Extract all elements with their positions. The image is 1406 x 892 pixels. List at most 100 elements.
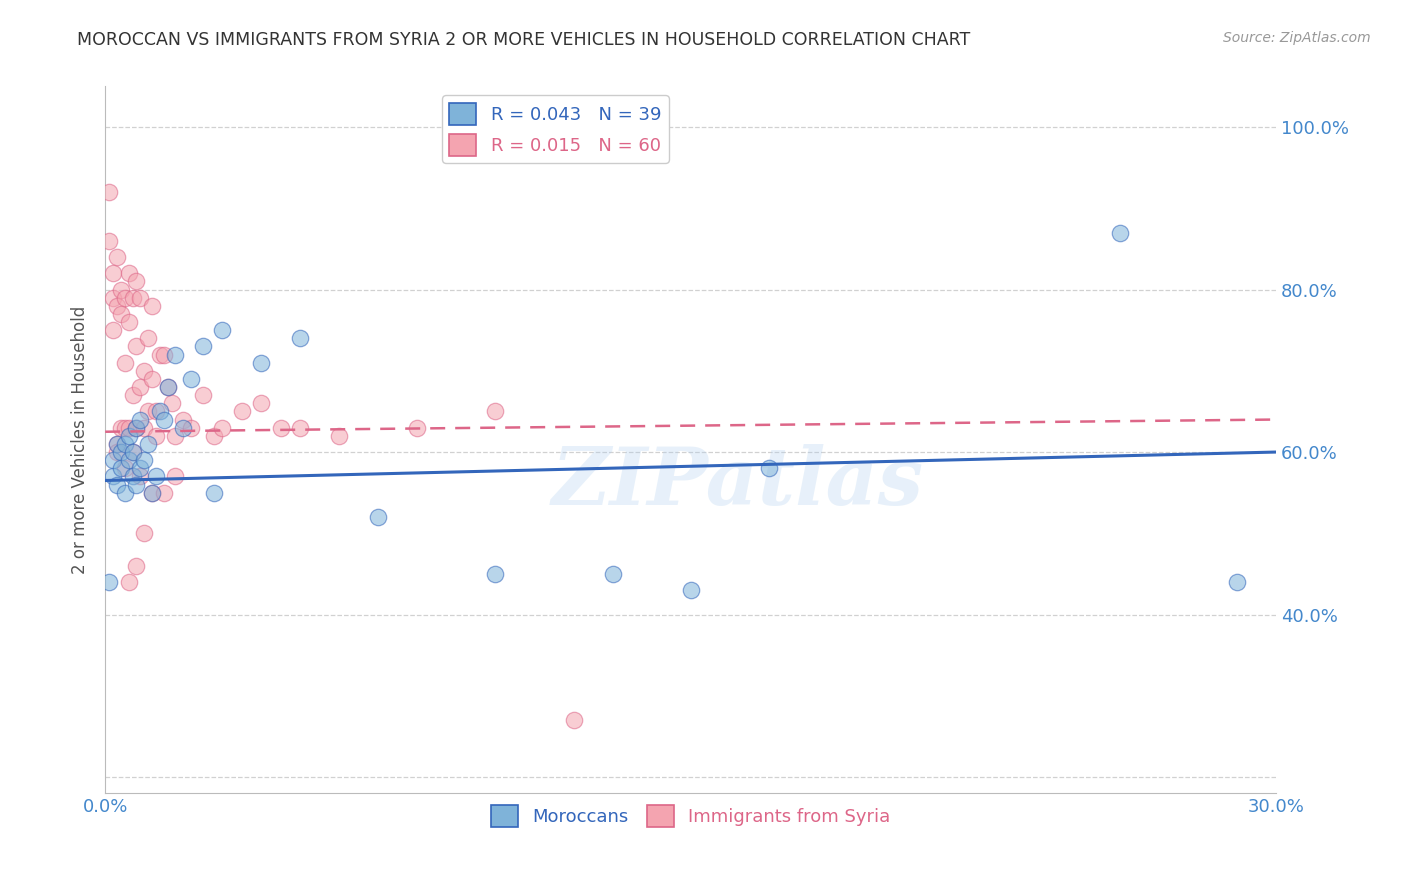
Point	[98, 185, 121, 199]
Point	[117, 315, 139, 329]
Point	[406, 420, 429, 434]
Point	[165, 469, 187, 483]
Point	[101, 323, 124, 337]
Point	[152, 485, 174, 500]
Point	[156, 380, 179, 394]
Point	[165, 347, 187, 361]
Point	[121, 445, 143, 459]
Point	[149, 404, 172, 418]
Text: ZIPatlas: ZIPatlas	[551, 443, 924, 521]
Point	[114, 437, 136, 451]
Point	[129, 380, 152, 394]
Point	[105, 437, 128, 451]
Point	[172, 420, 194, 434]
Point	[129, 412, 152, 426]
Point	[562, 713, 585, 727]
Point	[105, 445, 128, 459]
Point	[134, 364, 156, 378]
Point	[105, 299, 128, 313]
Point	[110, 307, 132, 321]
Point	[98, 575, 121, 590]
Point	[145, 429, 167, 443]
Point	[160, 396, 183, 410]
Point	[136, 331, 159, 345]
Point	[125, 420, 148, 434]
Point	[484, 566, 506, 581]
Point	[141, 372, 163, 386]
Point	[114, 485, 136, 500]
Point	[98, 234, 121, 248]
Point	[602, 566, 624, 581]
Point	[191, 388, 214, 402]
Point	[211, 323, 233, 337]
Point	[101, 469, 124, 483]
Point	[152, 347, 174, 361]
Point	[117, 575, 139, 590]
Point	[121, 445, 143, 459]
Point	[125, 477, 148, 491]
Text: MOROCCAN VS IMMIGRANTS FROM SYRIA 2 OR MORE VEHICLES IN HOUSEHOLD CORRELATION CH: MOROCCAN VS IMMIGRANTS FROM SYRIA 2 OR M…	[77, 31, 970, 49]
Point	[180, 372, 202, 386]
Point	[129, 461, 152, 475]
Point	[117, 266, 139, 280]
Point	[125, 558, 148, 573]
Point	[134, 420, 156, 434]
Point	[290, 420, 312, 434]
Point	[758, 461, 780, 475]
Point	[141, 485, 163, 500]
Point	[105, 437, 128, 451]
Point	[105, 477, 128, 491]
Point	[1108, 226, 1130, 240]
Point	[328, 429, 350, 443]
Point	[141, 485, 163, 500]
Point	[211, 420, 233, 434]
Point	[129, 291, 152, 305]
Point	[117, 453, 139, 467]
Point	[145, 404, 167, 418]
Point	[114, 291, 136, 305]
Point	[180, 420, 202, 434]
Point	[136, 404, 159, 418]
Point	[145, 469, 167, 483]
Point	[134, 453, 156, 467]
Point	[165, 429, 187, 443]
Point	[110, 445, 132, 459]
Point	[121, 291, 143, 305]
Point	[121, 388, 143, 402]
Legend: Moroccans, Immigrants from Syria: Moroccans, Immigrants from Syria	[484, 797, 897, 834]
Point	[110, 420, 132, 434]
Point	[125, 339, 148, 353]
Point	[231, 404, 253, 418]
Point	[117, 420, 139, 434]
Point	[152, 412, 174, 426]
Point	[125, 420, 148, 434]
Point	[484, 404, 506, 418]
Y-axis label: 2 or more Vehicles in Household: 2 or more Vehicles in Household	[72, 306, 89, 574]
Point	[117, 429, 139, 443]
Point	[134, 526, 156, 541]
Point	[679, 583, 702, 598]
Point	[101, 453, 124, 467]
Point	[367, 510, 389, 524]
Point	[110, 283, 132, 297]
Point	[250, 356, 273, 370]
Point	[105, 250, 128, 264]
Point	[1226, 575, 1249, 590]
Point	[114, 356, 136, 370]
Point	[136, 437, 159, 451]
Point	[191, 339, 214, 353]
Point	[156, 380, 179, 394]
Point	[172, 412, 194, 426]
Point	[149, 347, 172, 361]
Point	[114, 420, 136, 434]
Point	[250, 396, 273, 410]
Text: Source: ZipAtlas.com: Source: ZipAtlas.com	[1223, 31, 1371, 45]
Point	[204, 429, 226, 443]
Point	[121, 469, 143, 483]
Point	[125, 274, 148, 288]
Point	[204, 485, 226, 500]
Point	[101, 266, 124, 280]
Point	[290, 331, 312, 345]
Point	[114, 461, 136, 475]
Point	[141, 299, 163, 313]
